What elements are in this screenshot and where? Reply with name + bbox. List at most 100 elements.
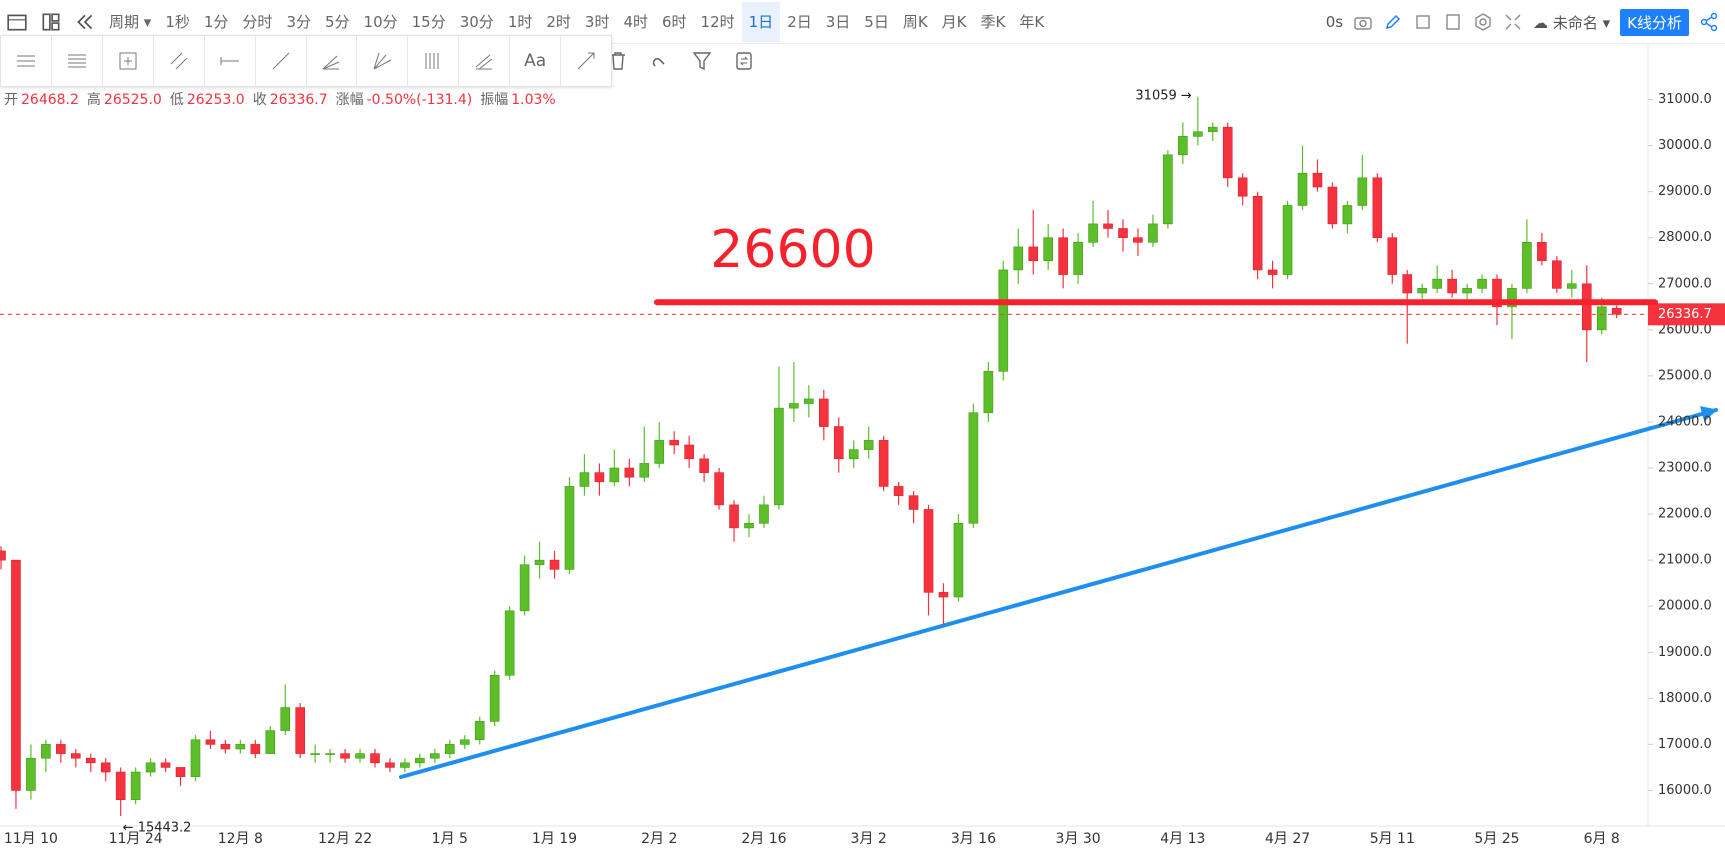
tool-sync[interactable]	[734, 50, 754, 72]
candle-body	[100, 762, 111, 773]
candle-body	[534, 559, 545, 566]
rewind-icon[interactable]	[74, 11, 96, 33]
interval-option[interactable]: 1日	[741, 1, 781, 42]
tool-fib[interactable]	[52, 36, 103, 86]
tool-text[interactable]: Aa	[510, 36, 562, 86]
interval-option[interactable]: 5分	[324, 12, 350, 31]
candle-body	[1088, 223, 1098, 243]
info-value: 1.03%	[511, 92, 556, 108]
interval-option[interactable]: 10分	[363, 12, 398, 31]
interval-option[interactable]: 2日	[787, 12, 812, 31]
candle-body	[235, 744, 246, 750]
candle-body	[564, 486, 575, 570]
interval-option[interactable]: 1时	[507, 12, 533, 31]
calendar-icon[interactable]	[6, 11, 28, 33]
candle-body	[130, 771, 141, 800]
pen-icon[interactable]	[1383, 12, 1403, 32]
interval-option[interactable]: 1分	[203, 12, 229, 31]
candle-body	[280, 707, 291, 731]
x-tick-label: 1月 5	[432, 831, 468, 847]
cloud-save[interactable]: ☁ 未命名 ▾	[1533, 13, 1611, 32]
candle-body	[11, 559, 21, 791]
y-tick-label: 17000.0	[1658, 737, 1712, 752]
candle-body	[190, 739, 201, 777]
toolbar-right: 0s ☁ 未命名 ▾ K线分析	[1326, 0, 1719, 44]
tool-filter[interactable]	[692, 50, 712, 72]
candle-body	[1417, 288, 1427, 294]
interval-option[interactable]: 1秒	[165, 12, 190, 31]
tool-angle[interactable]	[307, 36, 358, 86]
note-icon[interactable]	[1413, 12, 1433, 32]
tool-arrow[interactable]	[561, 36, 611, 86]
interval-option[interactable]: 30分	[459, 12, 494, 31]
camera-icon[interactable]	[1353, 12, 1373, 32]
interval-option[interactable]: 月K	[941, 12, 967, 31]
candle-body	[175, 767, 186, 777]
y-tick-label: 20000.0	[1658, 599, 1712, 614]
candle-body	[609, 467, 620, 483]
candle-body	[459, 739, 470, 745]
interval-list: 1秒 1分 分时 3分 5分 10分 15分 30分 1时 2时 3时 4时 6时 12时 1日 2日 3日 5日…	[158, 1, 1051, 42]
x-tick-label: 2月 2	[641, 831, 677, 847]
interval-option[interactable]: 5日	[864, 12, 889, 31]
interval-option[interactable]: 分时	[242, 12, 273, 31]
candle-body	[1222, 126, 1233, 179]
tool-trend[interactable]	[256, 36, 307, 86]
candle-body	[250, 744, 261, 754]
period-dropdown[interactable]: 周期 ▾	[109, 12, 152, 31]
candle-body	[340, 753, 350, 759]
interval-option[interactable]: 4时	[623, 12, 648, 31]
tool-delete[interactable]	[608, 50, 628, 72]
candle-body	[1013, 246, 1024, 271]
x-tick-label: 5月 25	[1474, 831, 1519, 847]
analysis-button[interactable]: K线分析	[1620, 8, 1689, 36]
candle-body	[1387, 237, 1398, 275]
candle-body	[295, 707, 306, 754]
interval-option[interactable]: 3日	[825, 12, 851, 31]
candle-body	[1492, 278, 1502, 308]
settings-icon[interactable]	[1473, 12, 1493, 32]
candle-body	[444, 744, 455, 754]
info-value: 26468.2	[21, 92, 79, 108]
y-tick-label: 19000.0	[1658, 645, 1712, 660]
tool-rect[interactable]	[103, 36, 154, 86]
candle-body	[160, 762, 171, 768]
candle-body	[1357, 177, 1368, 206]
candle-body	[1133, 237, 1143, 243]
interval-option[interactable]: 周K	[902, 12, 928, 31]
candle-body	[1148, 223, 1158, 243]
interval-option[interactable]: 12时	[700, 12, 735, 31]
tool-hline[interactable]	[205, 36, 256, 86]
share-icon[interactable]	[1699, 12, 1719, 32]
candle-body	[1207, 126, 1218, 133]
candle-body	[1567, 283, 1577, 289]
candle-body	[848, 449, 859, 460]
candle-body	[325, 753, 335, 755]
tool-magnet[interactable]	[650, 50, 670, 72]
tool-cycle[interactable]	[408, 36, 460, 86]
y-tick-label: 31000.0	[1658, 92, 1712, 107]
interval-option[interactable]: 年K	[1019, 12, 1045, 31]
interval-option[interactable]: 季K	[980, 12, 1006, 31]
interval-option[interactable]: 15分	[411, 12, 446, 31]
interval-option[interactable]: 2时	[546, 12, 571, 31]
tool-pitchfork[interactable]	[459, 36, 511, 86]
candle-body	[759, 504, 769, 524]
calc-icon[interactable]	[1443, 12, 1463, 32]
candle-body	[699, 458, 709, 473]
info-label: 收	[252, 92, 267, 108]
fullscreen-icon[interactable]	[1503, 12, 1523, 32]
candle-body	[1342, 205, 1353, 225]
tool-hlines[interactable]	[1, 36, 52, 86]
candle-body	[1312, 172, 1323, 188]
y-tick-label: 24000.0	[1658, 414, 1712, 429]
tool-channel[interactable]	[154, 36, 205, 86]
interval-option[interactable]: 3时	[584, 12, 610, 31]
interval-option[interactable]: 6时	[662, 12, 687, 31]
candle-body	[1327, 186, 1338, 225]
y-tick-label: 27000.0	[1658, 276, 1712, 291]
interval-option[interactable]: 3分	[286, 12, 311, 31]
tool-fan[interactable]	[357, 36, 409, 86]
layout-icon[interactable]	[40, 11, 62, 33]
